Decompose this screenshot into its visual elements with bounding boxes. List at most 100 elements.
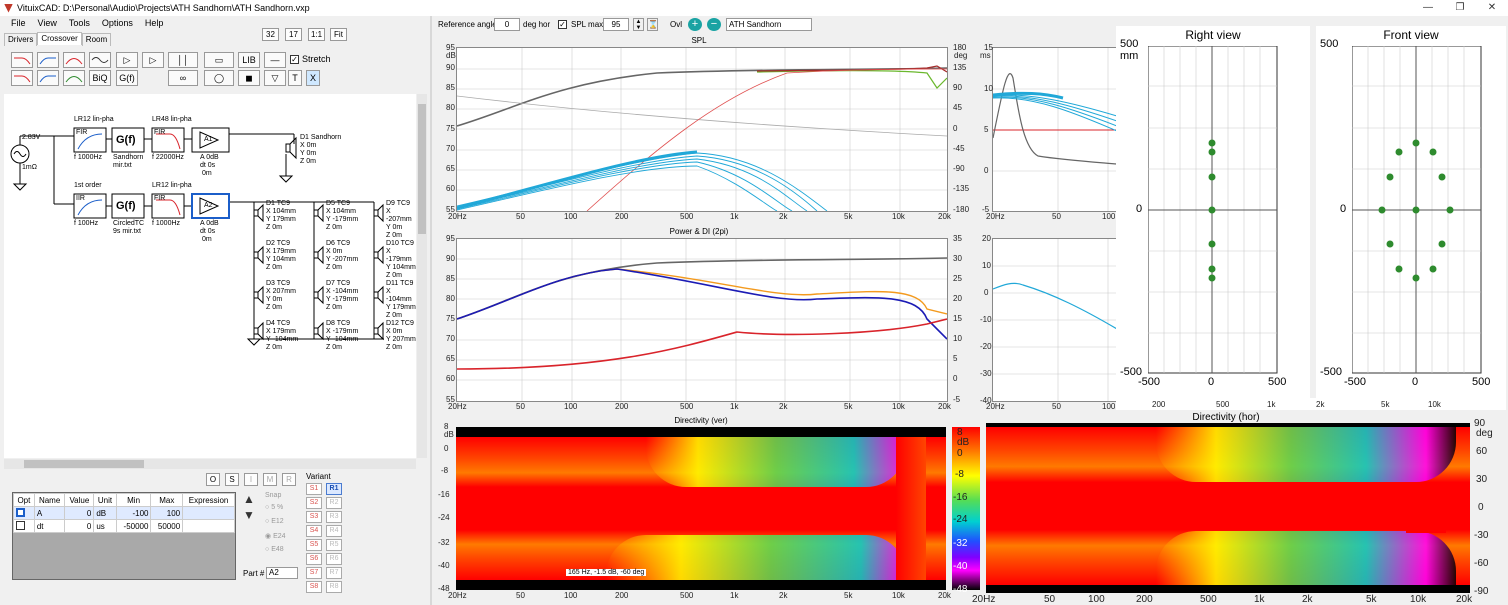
variant-r2[interactable]: R2: [326, 497, 342, 509]
variant-r3[interactable]: R3: [326, 511, 342, 523]
variant-r8[interactable]: R8: [326, 581, 342, 593]
ref-angle-input[interactable]: 0: [494, 18, 520, 31]
row-min[interactable]: -50000: [115, 519, 152, 533]
tab-crossover[interactable]: Crossover: [37, 32, 82, 45]
tab-drivers[interactable]: Drivers: [4, 33, 38, 46]
spl-plot[interactable]: [456, 47, 948, 212]
overlay-name-input[interactable]: ATH Sandhorn: [726, 18, 812, 31]
bandpass-tool-button[interactable]: [63, 52, 85, 68]
row-value[interactable]: 0: [64, 506, 95, 520]
menu-help[interactable]: Help: [144, 18, 164, 28]
row-expression[interactable]: [182, 519, 235, 533]
buffer-tool-button[interactable]: ▷: [142, 52, 164, 68]
lib-button[interactable]: LIB: [238, 52, 260, 68]
menu-tools[interactable]: Tools: [68, 18, 90, 28]
variant-r4[interactable]: R4: [326, 525, 342, 537]
variant-s7[interactable]: S7: [306, 567, 322, 579]
d1-name[interactable]: D1 Sandhorn: [300, 134, 342, 141]
splmax-spinner[interactable]: ▲ ▼: [633, 18, 644, 31]
row-value[interactable]: 0: [64, 519, 95, 533]
front-view-panel[interactable]: Front view 500 0 -500 -500 0 500: [1316, 26, 1506, 398]
panel-splitter[interactable]: [430, 16, 432, 605]
schematic-hscroll[interactable]: [4, 459, 416, 469]
driver-d7[interactable]: D7 TC9 X -104mm Y -179mm Z 0m: [326, 280, 359, 311]
table-row[interactable]: dt 0 us -50000 50000: [13, 519, 235, 533]
minimize-button[interactable]: —: [1423, 2, 1433, 13]
move-up-icon[interactable]: ▲: [243, 492, 255, 506]
close-button[interactable]: ✕: [1487, 2, 1497, 13]
dir-hor-heatmap[interactable]: [986, 423, 1470, 593]
snap-e12[interactable]: ○ E12: [265, 518, 284, 525]
impedance-plot[interactable]: [992, 238, 1118, 402]
add-overlay-icon[interactable]: +: [688, 18, 702, 31]
driver-d8[interactable]: D8 TC9 X -179mm Y -104mm Z 0m: [326, 320, 359, 351]
part-input[interactable]: A2: [266, 567, 298, 579]
gf1-label[interactable]: G(f): [116, 134, 136, 146]
hourglass-icon[interactable]: ⌛: [647, 18, 658, 31]
maximize-button[interactable]: ❐: [1455, 2, 1465, 13]
snap-e48[interactable]: ○ E48: [265, 546, 284, 553]
row-min[interactable]: -100: [115, 506, 152, 520]
variant-s1[interactable]: S1: [306, 483, 322, 495]
driver-d6[interactable]: D6 TC9 X 0m Y -207mm Z 0m: [326, 240, 359, 271]
opt-checkbox[interactable]: [13, 519, 35, 533]
right-view-panel[interactable]: Right view 500 mm 0 -500 -500 0 500: [1116, 26, 1310, 398]
variant-s3[interactable]: S3: [306, 511, 322, 523]
schematic-canvas[interactable]: 2.83V 1mΩ LR12 lin-pha FIR f 1000Hz G(f)…: [4, 94, 416, 458]
transformer-tool-button[interactable]: ◯: [204, 70, 234, 86]
gf-button[interactable]: G(f): [116, 70, 138, 86]
variant-s4[interactable]: S4: [306, 525, 322, 537]
amp-tool-button[interactable]: ▷: [116, 52, 138, 68]
capacitor-tool-button[interactable]: ││: [168, 52, 198, 68]
ground-tool-button[interactable]: ▽: [264, 70, 286, 86]
row-max[interactable]: 100: [150, 506, 184, 520]
bp2-tool-button[interactable]: [63, 70, 85, 86]
m-button[interactable]: M: [263, 473, 277, 486]
lp2-tool-button[interactable]: [11, 70, 33, 86]
resistor-tool-button[interactable]: ▭: [204, 52, 234, 68]
driver-d3[interactable]: D3 TC9 X 207mm Y 0m Z 0m: [266, 280, 296, 311]
stretch-checkbox[interactable]: ✓ Stretch: [290, 54, 331, 64]
driver-d2[interactable]: D2 TC9 X 179mm Y 104mm Z 0m: [266, 240, 296, 271]
row-expression[interactable]: [182, 506, 235, 520]
move-down-icon[interactable]: ▼: [243, 508, 255, 522]
dir-ver-heatmap[interactable]: 165 Hz, -1.5 dB, -60 deg: [456, 427, 946, 590]
schematic-vscroll[interactable]: [417, 94, 427, 458]
menu-view[interactable]: View: [37, 18, 57, 28]
splmax-input[interactable]: 95: [603, 18, 629, 31]
highpass-tool-button[interactable]: [37, 52, 59, 68]
variant-r5[interactable]: R5: [326, 539, 342, 551]
driver-d1[interactable]: D1 TC9 X 104mm Y 179mm Z 0m: [266, 200, 296, 231]
tab-room[interactable]: Room: [81, 33, 112, 46]
speaker-tool-button[interactable]: ◼: [238, 70, 260, 86]
snap-5pct[interactable]: ○ 5 %: [265, 504, 284, 511]
variant-s6[interactable]: S6: [306, 553, 322, 565]
variant-s2[interactable]: S2: [306, 497, 322, 509]
s-button[interactable]: S: [225, 473, 239, 486]
variant-r6[interactable]: R6: [326, 553, 342, 565]
biquad-button[interactable]: BiQ: [89, 70, 111, 86]
remove-overlay-icon[interactable]: −: [707, 18, 721, 31]
zoom-32-button[interactable]: 32: [262, 28, 279, 41]
text-tool-button[interactable]: T: [288, 70, 302, 86]
delete-tool-button[interactable]: X: [306, 70, 320, 86]
wave-tool-button[interactable]: [89, 52, 111, 68]
variant-s5[interactable]: S5: [306, 539, 322, 551]
lowpass-tool-button[interactable]: [11, 52, 33, 68]
driver-d4[interactable]: D4 TC9 X 179mm Y -104mm Z 0m: [266, 320, 299, 351]
i-button[interactable]: I: [244, 473, 258, 486]
parameter-table[interactable]: Opt Name Value Unit Min Max Expression A…: [12, 492, 236, 580]
zoom-1to1-button[interactable]: 1:1: [308, 28, 325, 41]
zoom-17-button[interactable]: 17: [285, 28, 302, 41]
inductor-tool-button[interactable]: ∞: [168, 70, 198, 86]
power-plot[interactable]: [456, 238, 948, 402]
driver-d9[interactable]: D9 TC9 X -207mm Y 0m Z 0m: [386, 200, 412, 239]
group-delay-plot[interactable]: [992, 47, 1118, 212]
zoom-fit-button[interactable]: Fit: [330, 28, 347, 41]
driver-d5[interactable]: D5 TC9 X 104mm Y -179mm Z 0m: [326, 200, 359, 231]
snap-e24[interactable]: ◉ E24: [265, 533, 286, 540]
menu-file[interactable]: File: [11, 18, 26, 28]
driver-d11[interactable]: D11 TC9 X -104mm Y 179mm Z 0m: [386, 280, 416, 319]
gf2-label[interactable]: G(f): [116, 200, 136, 212]
row-max[interactable]: 50000: [150, 519, 184, 533]
